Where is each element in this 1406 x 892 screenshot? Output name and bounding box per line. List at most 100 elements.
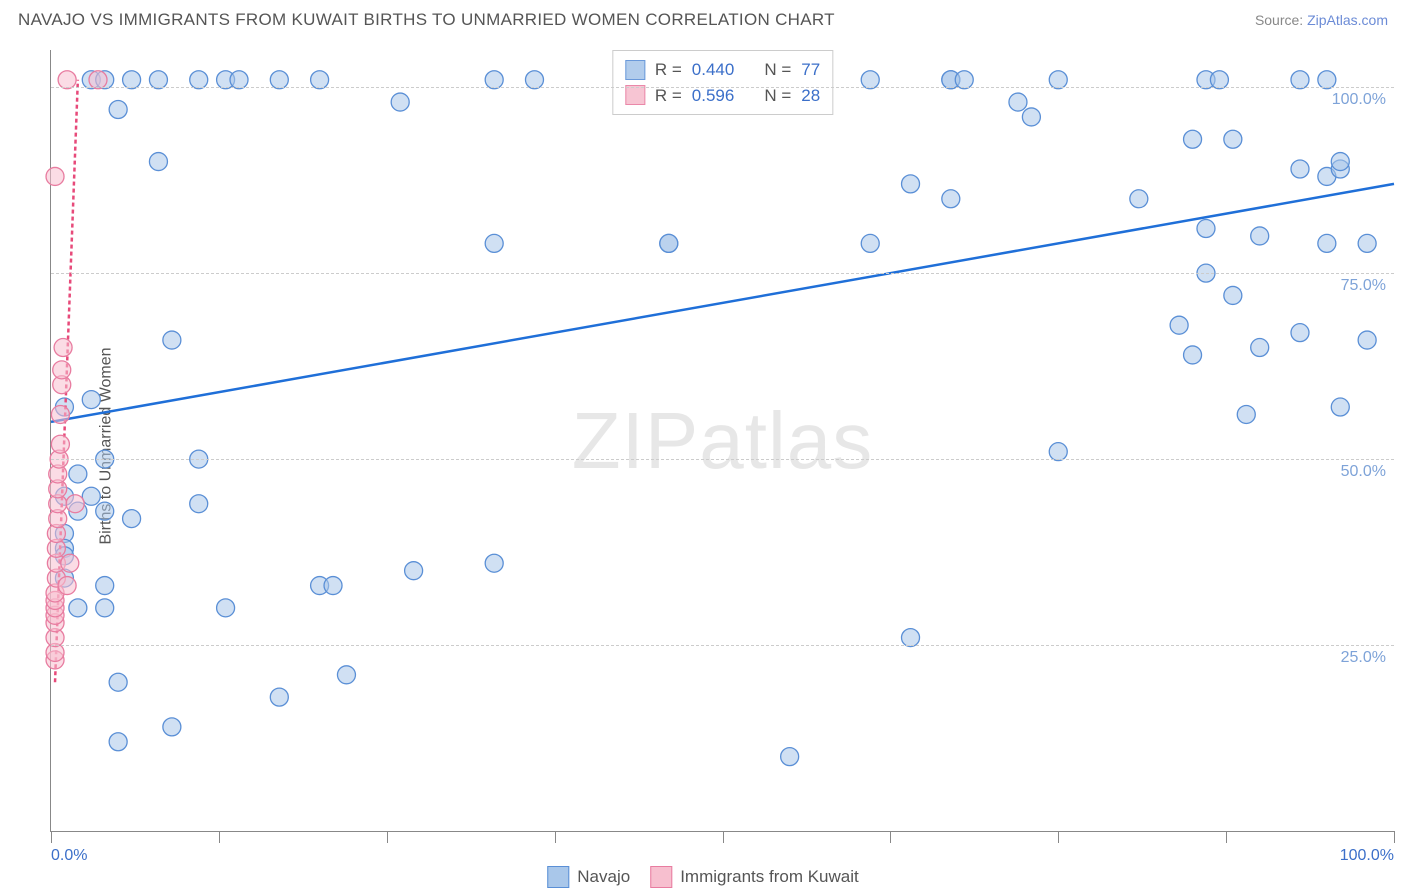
legend-swatch: [650, 866, 672, 888]
data-point: [1049, 443, 1067, 461]
data-point: [123, 510, 141, 528]
x-tick: [890, 831, 891, 843]
gridline: [51, 459, 1394, 460]
data-point: [89, 71, 107, 89]
data-point: [861, 234, 879, 252]
data-point: [190, 495, 208, 513]
data-point: [69, 599, 87, 617]
data-point: [270, 71, 288, 89]
data-point: [1251, 227, 1269, 245]
legend-swatch: [547, 866, 569, 888]
data-point: [1130, 190, 1148, 208]
x-tick: [1394, 831, 1395, 843]
y-tick-label: 25.0%: [1341, 649, 1386, 667]
legend-label: Immigrants from Kuwait: [680, 867, 859, 887]
r-label: R =: [655, 57, 682, 83]
data-point: [902, 629, 920, 647]
data-point: [1210, 71, 1228, 89]
data-point: [1184, 346, 1202, 364]
data-point: [1009, 93, 1027, 111]
x-tick: [555, 831, 556, 843]
data-point: [1291, 160, 1309, 178]
data-point: [46, 167, 64, 185]
legend-swatch: [625, 85, 645, 105]
data-point: [1049, 71, 1067, 89]
x-tick-label: 0.0%: [51, 847, 87, 865]
legend-item: Immigrants from Kuwait: [650, 866, 859, 888]
data-point: [82, 487, 100, 505]
data-point: [1022, 108, 1040, 126]
data-point: [61, 554, 79, 572]
x-tick: [1226, 831, 1227, 843]
legend-label: Navajo: [577, 867, 630, 887]
data-point: [337, 666, 355, 684]
r-value: 0.440: [692, 57, 735, 83]
source-link[interactable]: ZipAtlas.com: [1307, 12, 1388, 28]
data-point: [1237, 405, 1255, 423]
data-point: [96, 599, 114, 617]
n-label: N =: [764, 57, 791, 83]
data-point: [1318, 234, 1336, 252]
data-point: [485, 554, 503, 572]
legend-swatch: [625, 60, 645, 80]
data-point: [405, 562, 423, 580]
chart-title: NAVAJO VS IMMIGRANTS FROM KUWAIT BIRTHS …: [18, 10, 835, 30]
data-point: [109, 733, 127, 751]
data-point: [66, 495, 84, 513]
x-tick: [51, 831, 52, 843]
x-tick: [723, 831, 724, 843]
data-point: [324, 577, 342, 595]
data-point: [1358, 331, 1376, 349]
data-point: [1224, 286, 1242, 304]
data-point: [1331, 153, 1349, 171]
data-point: [69, 465, 87, 483]
data-point: [1197, 220, 1215, 238]
data-point: [311, 71, 329, 89]
data-point: [58, 577, 76, 595]
x-tick-label: 100.0%: [1340, 847, 1394, 865]
data-point: [1291, 71, 1309, 89]
scatter-svg: [51, 50, 1394, 831]
data-point: [955, 71, 973, 89]
data-point: [163, 718, 181, 736]
data-point: [149, 71, 167, 89]
y-tick-label: 75.0%: [1341, 277, 1386, 295]
data-point: [58, 71, 76, 89]
gridline: [51, 645, 1394, 646]
data-point: [781, 748, 799, 766]
data-point: [96, 502, 114, 520]
data-point: [109, 673, 127, 691]
data-point: [163, 331, 181, 349]
data-point: [1291, 324, 1309, 342]
data-point: [1170, 316, 1188, 334]
trend-line: [51, 184, 1394, 422]
legend-item: Navajo: [547, 866, 630, 888]
y-tick-label: 50.0%: [1341, 463, 1386, 481]
correlation-legend: R =0.440N =77R =0.596N =28: [612, 50, 833, 115]
data-point: [902, 175, 920, 193]
x-tick: [387, 831, 388, 843]
data-point: [190, 71, 208, 89]
x-tick: [219, 831, 220, 843]
data-point: [82, 391, 100, 409]
data-point: [217, 599, 235, 617]
data-point: [109, 101, 127, 119]
chart-plot-area: ZIPatlas R =0.440N =77R =0.596N =28 25.0…: [50, 50, 1394, 832]
data-point: [942, 190, 960, 208]
data-point: [525, 71, 543, 89]
data-point: [1358, 234, 1376, 252]
data-point: [391, 93, 409, 111]
data-point: [485, 234, 503, 252]
series-legend: Navajo Immigrants from Kuwait: [547, 866, 858, 888]
data-point: [861, 71, 879, 89]
data-point: [1251, 339, 1269, 357]
data-point: [51, 405, 69, 423]
data-point: [51, 435, 69, 453]
data-point: [149, 153, 167, 171]
gridline: [51, 87, 1394, 88]
data-point: [270, 688, 288, 706]
legend-row: R =0.440N =77: [625, 57, 820, 83]
data-point: [660, 234, 678, 252]
data-point: [54, 339, 72, 357]
y-tick-label: 100.0%: [1332, 91, 1386, 109]
